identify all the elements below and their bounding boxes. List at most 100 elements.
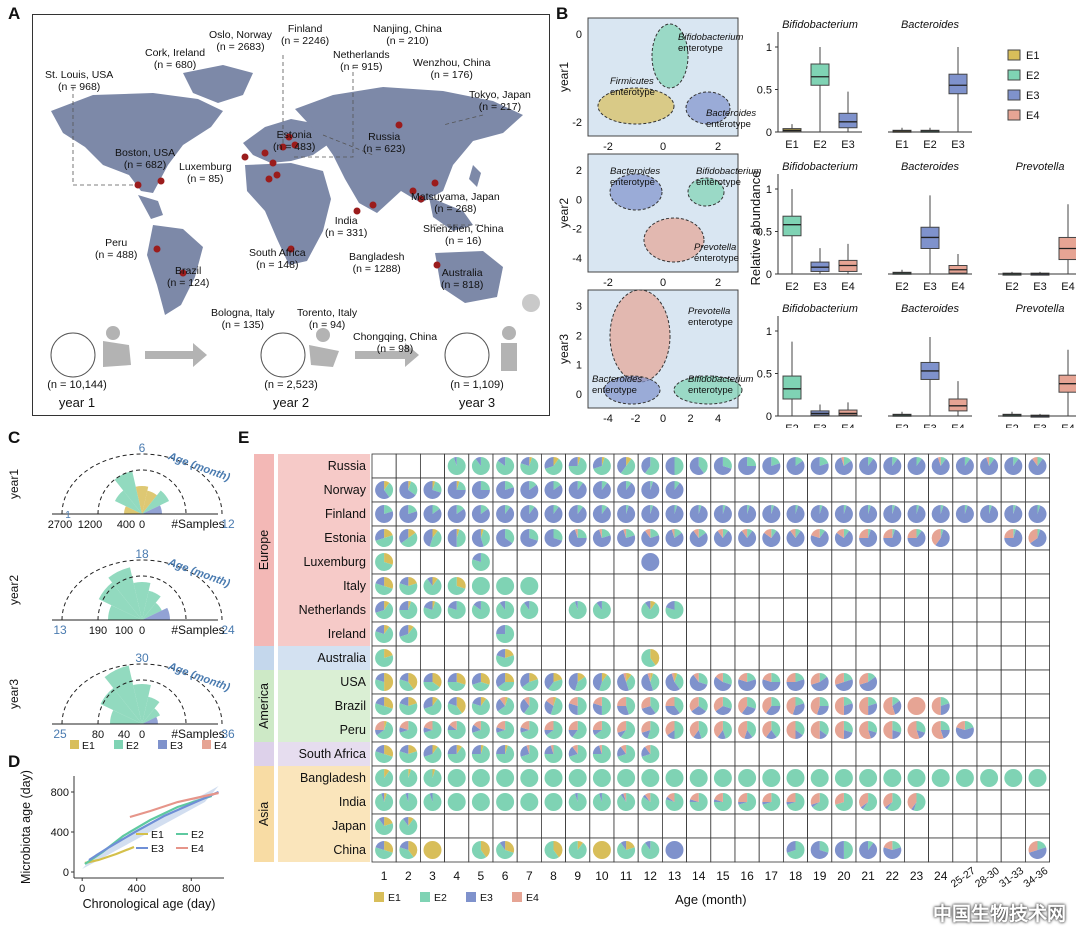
pie-slice <box>472 682 490 691</box>
pie-slice <box>935 529 950 547</box>
grid-cell <box>444 813 470 839</box>
panel-d: 0 400 800 0 400 800 Chronological age (day) Mic… <box>19 770 224 911</box>
legend-swatch <box>70 740 79 749</box>
polar-wedge <box>142 708 161 724</box>
box-xtick: E3 <box>951 139 964 151</box>
pie-slice <box>480 529 484 538</box>
pie-slice <box>859 673 869 685</box>
map-ytick: -2 <box>572 224 582 236</box>
cluster-label: enterotype <box>688 385 733 396</box>
grid-cell <box>928 813 954 839</box>
pie-slice <box>408 577 417 586</box>
pie-slice <box>526 745 530 754</box>
cluster-label: enterotype <box>610 87 655 98</box>
box-xtick: E4 <box>1061 281 1074 293</box>
timeline-icons <box>50 294 540 378</box>
pie-slice <box>577 457 581 466</box>
pie-slice <box>892 505 896 514</box>
pie-slice <box>544 721 554 730</box>
pie-slice <box>408 841 418 858</box>
pie-slice <box>453 457 457 466</box>
pie-slice <box>665 706 680 715</box>
pie-slice <box>907 530 926 547</box>
country-label: Russia <box>328 459 366 473</box>
map-xtick: -4 <box>603 413 613 425</box>
age-label: Age (month) <box>166 450 232 484</box>
pie-slice <box>480 505 489 514</box>
map-label-count: (n = 94) <box>308 319 346 331</box>
pie-slice <box>375 818 394 835</box>
pie-slice <box>795 505 799 514</box>
pie-slice <box>665 457 675 475</box>
col-label: 4 <box>453 869 460 883</box>
pie-slice <box>544 529 563 547</box>
pie-slice <box>862 793 878 811</box>
pie-slice <box>1030 529 1047 547</box>
pie-slice <box>617 673 629 691</box>
pie-slice <box>931 697 941 715</box>
box-ytick: 0 <box>766 127 772 139</box>
pie-slice <box>403 817 409 826</box>
grid-cell <box>758 741 784 767</box>
box-xtick: E2 <box>1005 423 1018 428</box>
pie-slice <box>665 673 680 691</box>
pie-slice <box>812 793 829 811</box>
pie-slice <box>810 457 829 475</box>
pie-slice <box>574 601 578 610</box>
pie-slice <box>940 697 950 706</box>
map-xtick: 2 <box>687 413 693 425</box>
country-label: Peru <box>340 723 366 737</box>
pie-slice <box>713 530 732 547</box>
ytick-label: 800 <box>51 787 69 799</box>
pie-slice <box>375 751 393 763</box>
pie-slice <box>599 745 602 754</box>
pie-slice <box>592 730 602 736</box>
cluster-label: Prevotella <box>694 242 736 253</box>
pie-slice <box>496 745 515 763</box>
box-xtick: E4 <box>951 423 964 428</box>
pie-slice <box>399 769 418 787</box>
pie-slice <box>747 697 757 709</box>
ytick-label: 400 <box>51 827 69 839</box>
grid-cell <box>758 645 784 671</box>
pie-slice <box>471 793 490 811</box>
map-label-name: Bangladesh <box>349 251 405 263</box>
grid-cell <box>807 813 833 839</box>
grid-cell <box>831 549 857 575</box>
grid-cell <box>783 573 809 599</box>
world-map <box>50 55 540 378</box>
grid-cell <box>1000 621 1026 647</box>
pie-slice <box>834 457 853 475</box>
pie-slice <box>717 730 726 739</box>
boxplot: Prevotella E2 E3 E4 <box>998 161 1076 293</box>
pie-slice <box>717 529 723 538</box>
pie-slice <box>810 505 829 523</box>
pie-slice <box>544 730 554 736</box>
legend-swatch <box>1007 49 1021 61</box>
pie-slice <box>601 697 611 715</box>
grid-cell <box>928 789 954 815</box>
grid-cell <box>928 741 954 767</box>
polar-wedge <box>142 490 157 514</box>
grid-cell <box>758 813 784 839</box>
grid-cell <box>758 477 784 503</box>
pie-slice <box>499 601 506 610</box>
pie-slice <box>471 481 490 499</box>
grid-cell <box>395 549 421 575</box>
pie-slice <box>544 793 563 811</box>
age-mid: 6 <box>139 441 146 455</box>
pie-slice <box>1004 505 1023 523</box>
grid-cell <box>661 621 687 647</box>
pie-slice <box>641 769 660 787</box>
pie-slice <box>423 746 442 763</box>
pie-slice <box>384 505 393 514</box>
pie-slice <box>868 703 878 715</box>
pie-slice <box>892 697 900 706</box>
pie-slice <box>432 745 438 754</box>
grid-cell <box>807 573 833 599</box>
map-label: South Africa (n = 148) <box>249 247 306 271</box>
pie-slice <box>722 457 732 469</box>
grid-cell <box>783 597 809 623</box>
polar-wedge <box>98 582 142 620</box>
xtick-label: 800 <box>182 883 200 895</box>
